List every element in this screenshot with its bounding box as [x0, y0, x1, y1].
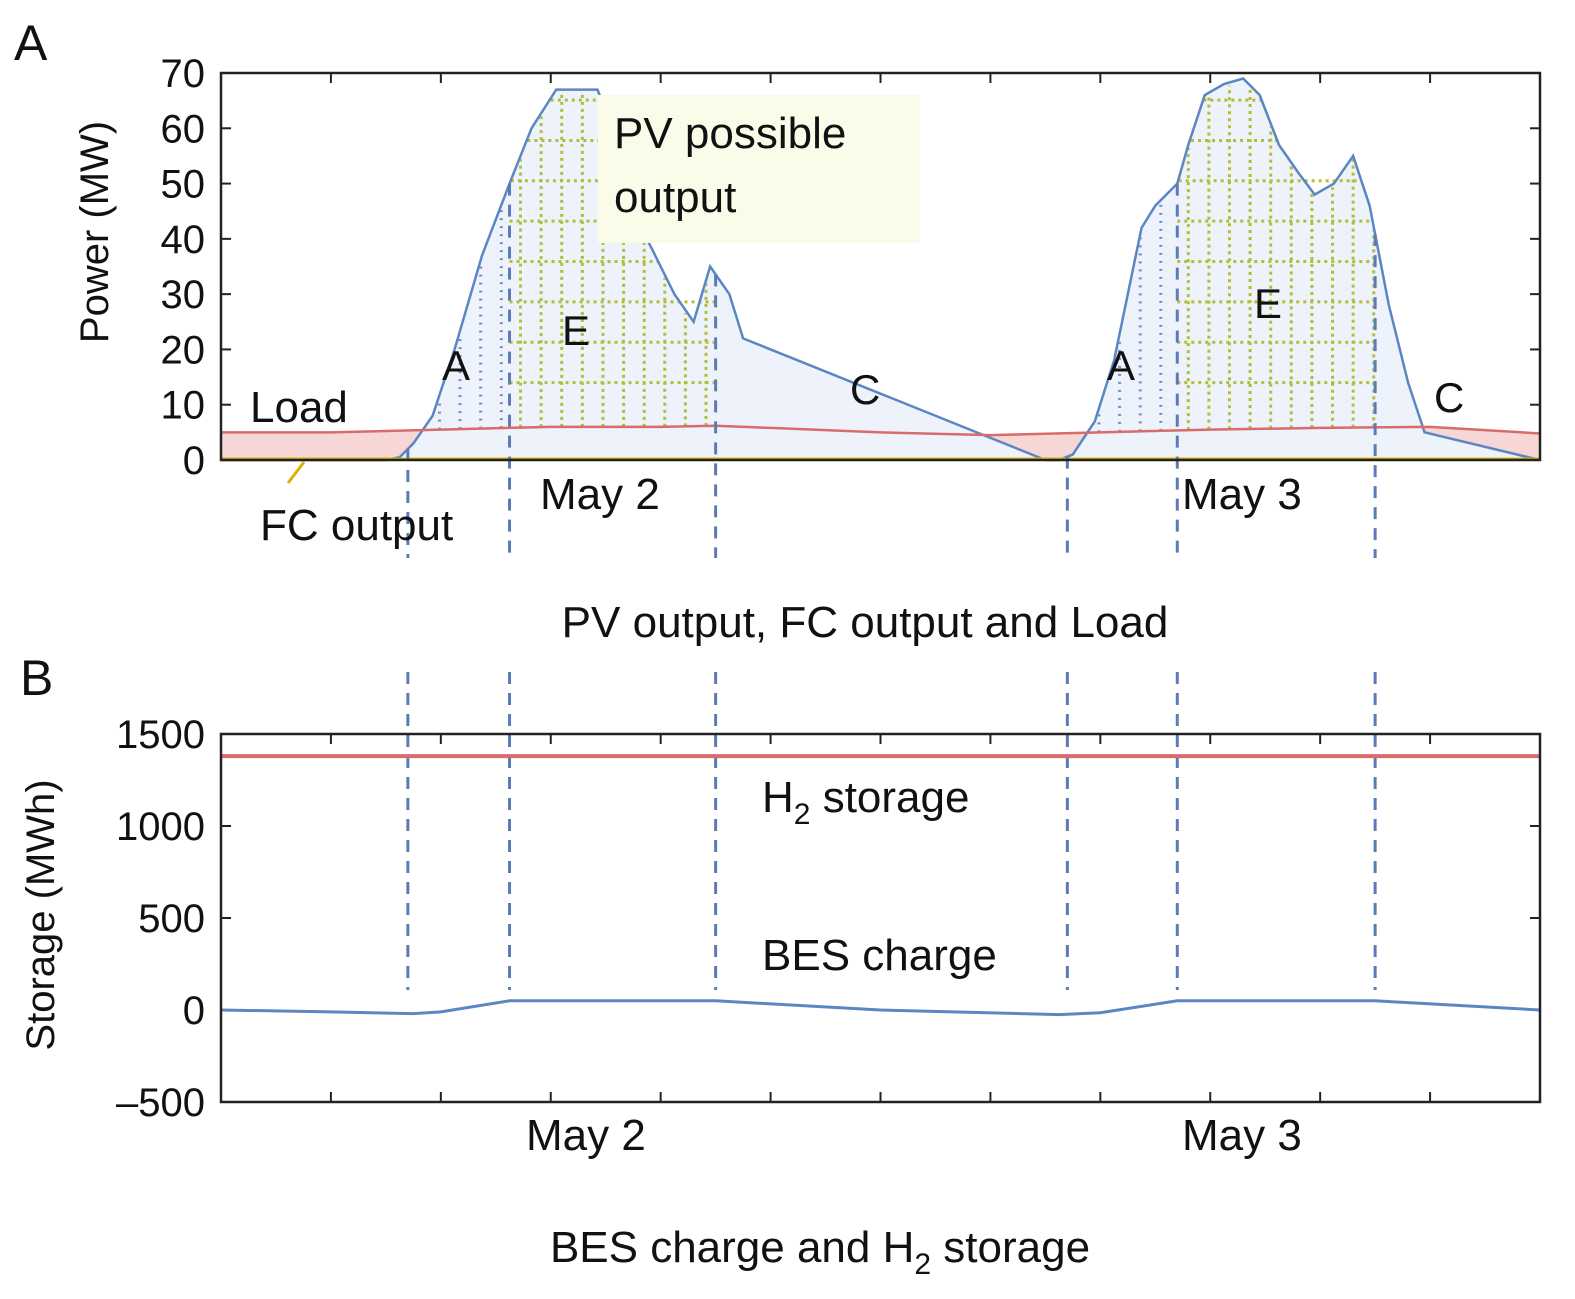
y-tick-label: 30 [161, 273, 206, 317]
y-tick-label: 70 [161, 52, 206, 96]
h2-storage-label-sub: 2 [794, 798, 811, 831]
y-tick-label: 50 [161, 163, 206, 207]
region-c-day2: C [1434, 374, 1464, 421]
panel-a-frame [219, 71, 1542, 462]
fc-output-label: FC output [260, 501, 453, 550]
y-tick-label: 10 [161, 384, 206, 428]
bes-charge-line [220, 999, 1541, 1017]
y-tick-label: 60 [161, 107, 206, 151]
panel-a-caption: PV output, FC output and Load [562, 598, 1169, 647]
h2-storage-label-rest: storage [810, 773, 969, 822]
y-tick-label: –500 [116, 1081, 205, 1125]
pv-label-background [598, 95, 920, 243]
region-a-day1: A [442, 342, 470, 389]
region-e-day2: E [1254, 280, 1282, 327]
panel-b-ylabel: Storage (MWh) [19, 779, 63, 1050]
region-c-day1: C [850, 366, 880, 413]
region-e-day1: E [562, 307, 590, 354]
region-a-day2: A [1107, 342, 1135, 389]
panel-a-letter: A [14, 15, 48, 71]
pv-label-line2: output [614, 173, 736, 222]
y-tick-label: 20 [161, 328, 206, 372]
y-tick-label: 0 [183, 989, 205, 1033]
y-tick-label: 1500 [116, 713, 205, 757]
fc-output-pointer [286, 461, 306, 484]
panel-b-caption-sub: 2 [914, 1248, 931, 1281]
panel-a-ylabel: Power (MW) [73, 121, 117, 343]
panel-a-plot: 0 10 20 30 40 50 60 70 [161, 52, 1542, 558]
bes-charge-label: BES charge [762, 931, 997, 980]
panel-a-date-may3: May 3 [1182, 470, 1302, 519]
panel-b-plot: –500 0 500 1000 1500 [116, 672, 1542, 1125]
pv-label-line1: PV possible [614, 109, 846, 158]
h2-storage-label-h: H [762, 773, 794, 822]
panel-b-date-may2: May 2 [526, 1111, 646, 1160]
panel-b-date-may3: May 3 [1182, 1111, 1302, 1160]
y-tick-label: 40 [161, 218, 206, 262]
panel-b-letter: B [20, 650, 53, 706]
h2-storage-label: H2 storage [762, 773, 969, 831]
y-tick-label: 1000 [116, 805, 205, 849]
load-label: Load [250, 383, 348, 432]
panel-b-caption: BES charge and H2 storage [550, 1223, 1090, 1281]
panel-b-caption-post: storage [931, 1223, 1090, 1272]
panel-a-date-may2: May 2 [540, 470, 660, 519]
y-tick-label: 500 [138, 897, 205, 941]
y-tick-label: 0 [183, 439, 205, 483]
panel-b-frame [219, 732, 1542, 1104]
panel-b-caption-pre: BES charge and H [550, 1223, 914, 1272]
load-line [221, 424, 1541, 437]
